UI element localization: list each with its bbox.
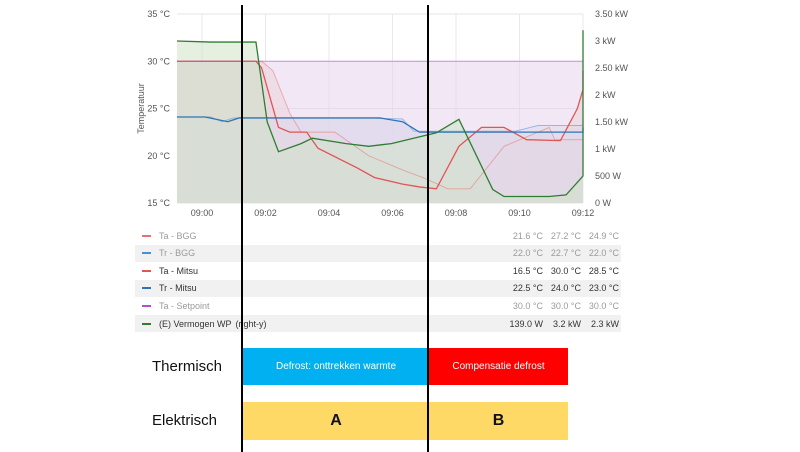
legend-swatch bbox=[142, 304, 151, 307]
x-tick-label: 09:00 bbox=[191, 208, 214, 218]
defrost-label: Defrost: onttrekken warmte bbox=[275, 361, 397, 372]
legend-value-min: 139.0 W bbox=[509, 318, 543, 329]
legend-swatch bbox=[142, 287, 151, 290]
y-left-tick-label: 25 °C bbox=[147, 104, 170, 114]
legend-value-min: 16.5 °C bbox=[512, 265, 543, 276]
thermisch-label: Thermisch bbox=[152, 358, 223, 375]
legend-value-last: 28.5 °C bbox=[588, 265, 619, 276]
y-left-tick-label: 35 °C bbox=[147, 9, 170, 19]
y-right-tick-label: 3 kW bbox=[595, 36, 616, 46]
legend-value-max: 3.2 kW bbox=[552, 318, 581, 329]
series-line bbox=[177, 60, 583, 190]
legend-value-min: 22.5 °C bbox=[512, 283, 543, 294]
y-right-tick-label: 2.50 kW bbox=[595, 63, 629, 73]
legend-swatch bbox=[142, 269, 151, 272]
label-a: A bbox=[330, 412, 342, 429]
legend-series-name: (E) Vermogen WP bbox=[159, 318, 232, 329]
legend-series-name: Ta - BGG bbox=[159, 230, 197, 241]
y-axis-label: Temperatuur bbox=[136, 83, 146, 134]
legend-row[interactable]: Tr - Mitsu 22.5 °C 24.0 °C 23.0 °C bbox=[135, 279, 621, 297]
legend-series-name: Ta - Setpoint bbox=[159, 300, 210, 311]
x-tick-label: 09:02 bbox=[254, 208, 277, 218]
series-line bbox=[177, 116, 584, 133]
x-tick-label: 09:10 bbox=[508, 208, 531, 218]
legend-row[interactable]: Ta - Setpoint 30.0 °C 30.0 °C 30.0 °C bbox=[135, 297, 621, 314]
x-tick-label: 09:12 bbox=[572, 208, 595, 218]
legend-suffix: (right-y) bbox=[235, 318, 267, 329]
compensatie-box: Compensatie defrost bbox=[429, 348, 568, 385]
legend-value-last: 23.0 °C bbox=[588, 283, 619, 294]
legend-value-min: 21.6 °C bbox=[512, 230, 543, 241]
y-right-tick-label: 500 W bbox=[595, 171, 622, 181]
y-left-tick-label: 20 °C bbox=[147, 151, 170, 161]
legend-value-last: 30.0 °C bbox=[588, 300, 619, 311]
elektrisch-box-a: A bbox=[243, 402, 429, 440]
legend-value-last: 24.9 °C bbox=[588, 230, 619, 241]
defrost-box: Defrost: onttrekken warmte bbox=[243, 348, 429, 385]
legend-series-name: Tr - Mitsu bbox=[159, 283, 197, 294]
legend-value-max: 24.0 °C bbox=[550, 283, 581, 294]
x-tick-label: 09:04 bbox=[318, 208, 341, 218]
legend-value-max: 27.2 °C bbox=[550, 230, 581, 241]
divider-line-right bbox=[427, 5, 429, 452]
legend-row[interactable]: (E) Vermogen WP (right-y) 139.0 W 3.2 kW 2.3… bbox=[135, 315, 621, 332]
compensatie-label: Compensatie defrost bbox=[452, 361, 545, 372]
legend-row[interactable]: Ta - Mitsu 16.5 °C 30.0 °C 28.5 °C bbox=[135, 262, 621, 279]
y-right-tick-label: 3.50 kW bbox=[595, 9, 629, 19]
x-tick-label: 09:08 bbox=[445, 208, 468, 218]
legend-value-max: 30.0 °C bbox=[550, 265, 581, 276]
series-line bbox=[176, 30, 584, 198]
y-right-tick-label: 1 kW bbox=[595, 144, 616, 154]
label-b: B bbox=[492, 412, 505, 429]
series-area bbox=[177, 30, 583, 204]
legend-series-name: Tr - BGG bbox=[159, 248, 196, 259]
legend-value-max: 30.0 °C bbox=[550, 300, 581, 311]
y-right-tick-label: 1.50 kW bbox=[595, 117, 629, 127]
chart: 15 °C 20 °C 25 °C 30 °C 35 °C 09:00 09:02 09:04… bbox=[136, 9, 629, 218]
legend-value-min: 30.0 °C bbox=[512, 300, 543, 311]
legend-swatch bbox=[142, 252, 151, 255]
x-tick-label: 09:06 bbox=[381, 208, 404, 218]
legend-swatch bbox=[142, 234, 151, 237]
y-left-tick-label: 15 °C bbox=[147, 198, 170, 208]
legend-row[interactable]: Tr - BGG 22.0 °C 22.7 °C 22.0 °C bbox=[135, 244, 621, 262]
legend-value-last: 22.0 °C bbox=[588, 248, 619, 259]
legend-series-name: Ta - Mitsu bbox=[159, 265, 199, 276]
elektrisch-box-b: B bbox=[429, 402, 568, 440]
legend-row[interactable]: Ta - BGG 21.6 °C 27.2 °C 24.9 °C bbox=[135, 227, 621, 244]
elektrisch-label: Elektrisch bbox=[152, 412, 218, 429]
legend-value-min: 22.0 °C bbox=[512, 248, 543, 259]
legend-value-max: 22.7 °C bbox=[550, 248, 581, 259]
legend-value-last: 2.3 kW bbox=[590, 318, 619, 329]
y-right-tick-label: 0 W bbox=[595, 198, 612, 208]
y-right-tick-label: 2 kW bbox=[595, 90, 616, 100]
divider-line-left bbox=[241, 5, 243, 452]
y-left-tick-label: 30 °C bbox=[147, 56, 170, 66]
legend-swatch bbox=[142, 322, 151, 325]
